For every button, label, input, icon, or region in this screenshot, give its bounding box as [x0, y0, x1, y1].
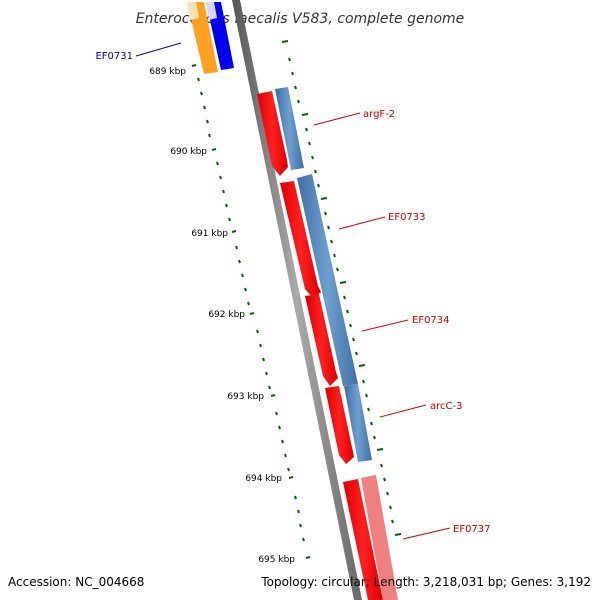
gene-label-leaders: [135, 42, 451, 540]
inner-major-ticks: [191, 64, 311, 559]
kbp-label-691: 691 kbp: [191, 229, 228, 239]
gene-blue-top-shade: [206, 2, 217, 20]
gene-ef0731-shade: [187, 2, 199, 20]
accession-text: Accession: NC_004668: [8, 575, 144, 589]
gene-ef0733-red: [280, 181, 321, 298]
gene-ef0731-block: [187, 2, 218, 74]
gene-arcc-3-red: [325, 386, 354, 464]
gene-arcc-3-blue: [344, 384, 372, 462]
kbp-label-693: 693 kbp: [227, 392, 264, 402]
gene-label-arcc-3[interactable]: arcC-3: [430, 401, 462, 412]
gene-bottom-red: [343, 479, 383, 600]
gene-label-ef0737[interactable]: EF0737: [453, 524, 491, 535]
kbp-label-694: 694 kbp: [245, 474, 282, 484]
gene-ef0737-pink: [361, 475, 398, 600]
gene-label-ef0731[interactable]: EF0731: [95, 51, 133, 62]
outer-tick-ring: [288, 57, 394, 524]
gene-label-ef0733[interactable]: EF0733: [388, 212, 426, 223]
gene-argf-2-blue: [275, 87, 304, 170]
genome-summary-text: Topology: circular; Length: 3,218,031 bp…: [260, 575, 591, 589]
gene-label-ef0734[interactable]: EF0734: [412, 315, 450, 326]
inner-tick-ring: [197, 77, 305, 542]
kbp-label-690: 690 kbp: [170, 147, 207, 157]
map-title: Enterococcus faecalis V583, complete gen…: [136, 11, 465, 27]
gene-argf-2-red: [257, 91, 288, 176]
kbp-label-695: 695 kbp: [258, 555, 295, 565]
kbp-label-692: 692 kbp: [208, 310, 245, 320]
gene-label-argf-2[interactable]: argF-2: [363, 109, 395, 120]
forward-strand-genes: [257, 91, 383, 600]
genome-backbone: [232, 0, 362, 600]
kbp-label-689: 689 kbp: [149, 67, 186, 77]
reverse-strand-genes: [275, 87, 398, 600]
gene-ef0733-blue: [297, 174, 358, 386]
gene-ef0734-red: [305, 294, 338, 386]
outer-major-ticks: [281, 40, 402, 536]
